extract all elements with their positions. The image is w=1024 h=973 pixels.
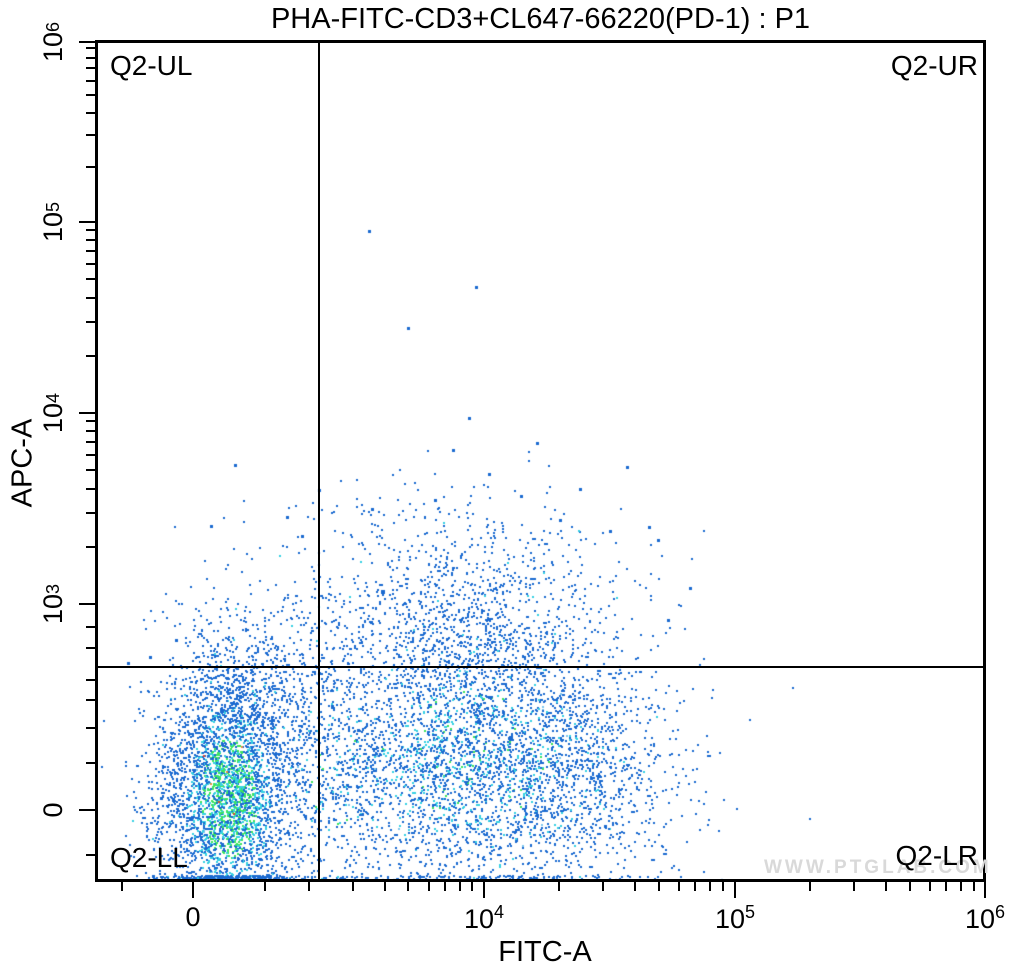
x-major-tick: [483, 882, 485, 898]
y-minor-tick: [86, 67, 95, 70]
x-tick-label: 106: [964, 902, 1006, 934]
y-tick-label: 10 6: [37, 21, 68, 63]
y-minor-tick: [86, 440, 95, 443]
y-minor-tick: [86, 296, 95, 299]
y-minor-tick: [86, 277, 95, 280]
y-major-tick: [79, 412, 95, 414]
quadrant-label-lower-right: Q2-LR: [895, 840, 978, 871]
x-minor-tick: [602, 882, 605, 891]
x-minor-tick: [407, 882, 409, 891]
x-minor-tick: [443, 882, 446, 891]
x-major-tick: [192, 882, 194, 898]
x-axis-title: FITC-A: [498, 936, 592, 968]
x-minor-tick: [944, 882, 947, 891]
y-minor-tick: [86, 679, 95, 681]
y-minor-tick: [86, 165, 95, 168]
quadrant-label-upper-right: Q2-UR: [890, 50, 978, 81]
y-minor-tick: [86, 238, 95, 241]
y-major-tick: [79, 809, 95, 811]
x-minor-tick: [428, 882, 431, 891]
y-minor-tick: [86, 647, 95, 649]
plot-area-border: [95, 40, 986, 882]
x-minor-tick: [809, 882, 812, 891]
y-minor-tick: [86, 420, 95, 422]
x-minor-tick: [308, 882, 311, 891]
y-tick-label: 10 4: [37, 392, 68, 434]
x-minor-tick: [634, 882, 637, 891]
x-minor-tick: [470, 882, 473, 891]
y-minor-tick: [86, 93, 95, 96]
quadrant-label-lower-left: Q2-LL: [110, 842, 188, 873]
x-minor-tick: [658, 882, 660, 891]
y-minor-tick: [86, 698, 95, 701]
y-axis-title: APC-A: [6, 418, 38, 508]
y-minor-tick: [86, 454, 95, 457]
quadrant-label-upper-left: Q2-UL: [110, 50, 193, 81]
y-minor-tick: [86, 545, 95, 548]
x-minor-tick: [721, 882, 724, 891]
x-minor-tick: [264, 882, 266, 891]
quadrant-gate-horizontal-line: [95, 666, 986, 668]
x-minor-tick: [693, 882, 696, 891]
x-minor-tick: [972, 882, 975, 891]
y-major-tick: [79, 602, 95, 605]
x-minor-tick: [959, 882, 962, 891]
x-minor-tick: [558, 882, 561, 891]
y-minor-tick: [86, 355, 95, 357]
y-minor-tick: [86, 229, 95, 232]
y-major-tick: [79, 221, 95, 224]
x-major-tick: [734, 882, 736, 898]
x-major-tick: [984, 882, 987, 898]
x-minor-tick: [352, 882, 355, 891]
x-minor-tick: [120, 882, 123, 891]
y-minor-tick: [86, 430, 95, 433]
y-minor-tick: [86, 469, 95, 471]
y-minor-tick: [86, 133, 95, 136]
y-minor-tick: [86, 762, 95, 765]
y-minor-tick: [86, 57, 95, 60]
plot-title: PHA-FITC-CD3+CL647-66220(PD-1) : P1: [270, 3, 811, 35]
quadrant-gate-vertical-line: [318, 40, 320, 882]
y-minor-tick: [86, 853, 95, 856]
y-minor-tick: [86, 488, 95, 491]
x-minor-tick: [384, 882, 387, 891]
y-tick-label: 10 3: [37, 583, 68, 624]
x-minor-tick: [852, 882, 855, 891]
y-minor-tick: [86, 726, 95, 729]
y-minor-tick: [86, 262, 95, 265]
y-minor-tick: [86, 80, 95, 82]
y-minor-tick: [86, 320, 95, 323]
x-tick-label: 105: [714, 902, 756, 934]
x-minor-tick: [884, 882, 887, 891]
x-tick-label: 0: [185, 902, 201, 932]
y-minor-tick: [86, 250, 95, 252]
watermark-text: WWW.PTGLAB.COM: [764, 857, 992, 878]
y-minor-tick: [86, 46, 95, 49]
x-minor-tick: [708, 882, 711, 891]
x-minor-tick: [928, 882, 931, 891]
y-minor-tick: [86, 625, 95, 628]
y-major-tick: [79, 41, 95, 44]
x-minor-tick: [908, 882, 911, 891]
x-minor-tick: [458, 882, 461, 891]
y-tick-label: 10 5: [37, 202, 68, 243]
x-minor-tick: [677, 882, 680, 891]
x-tick-label: 104: [463, 902, 505, 934]
y-tick-label: 0: [37, 802, 68, 818]
y-minor-tick: [86, 112, 95, 114]
y-minor-tick: [86, 512, 95, 515]
